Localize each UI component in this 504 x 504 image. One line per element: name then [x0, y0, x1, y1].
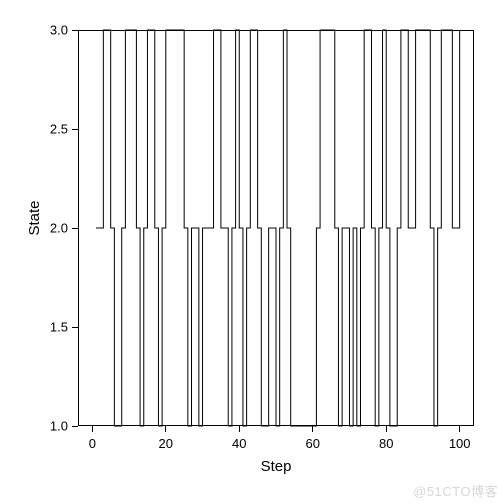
- y-tick-label: 2.0: [42, 221, 68, 236]
- y-axis-label: State: [26, 188, 43, 248]
- x-tick-label: 40: [232, 436, 246, 451]
- x-tick-label: 0: [89, 436, 96, 451]
- state-step-line: [0, 0, 504, 504]
- y-tick-label: 2.5: [42, 122, 68, 137]
- y-tick-label: 1.0: [42, 419, 68, 434]
- x-tick-label: 20: [159, 436, 173, 451]
- x-tick-label: 60: [306, 436, 320, 451]
- y-tick-label: 3.0: [42, 23, 68, 38]
- x-tick-label: 80: [379, 436, 393, 451]
- y-tick-label: 1.5: [42, 320, 68, 335]
- watermark-text: @51CTO博客: [413, 481, 498, 500]
- x-axis-label: Step: [78, 458, 474, 475]
- chart-canvas: 0 20 40 60 80 100 1.0 1.5 2.0 2.5 3.0 State Step @…: [0, 0, 504, 504]
- x-tick-label: 100: [449, 436, 471, 451]
